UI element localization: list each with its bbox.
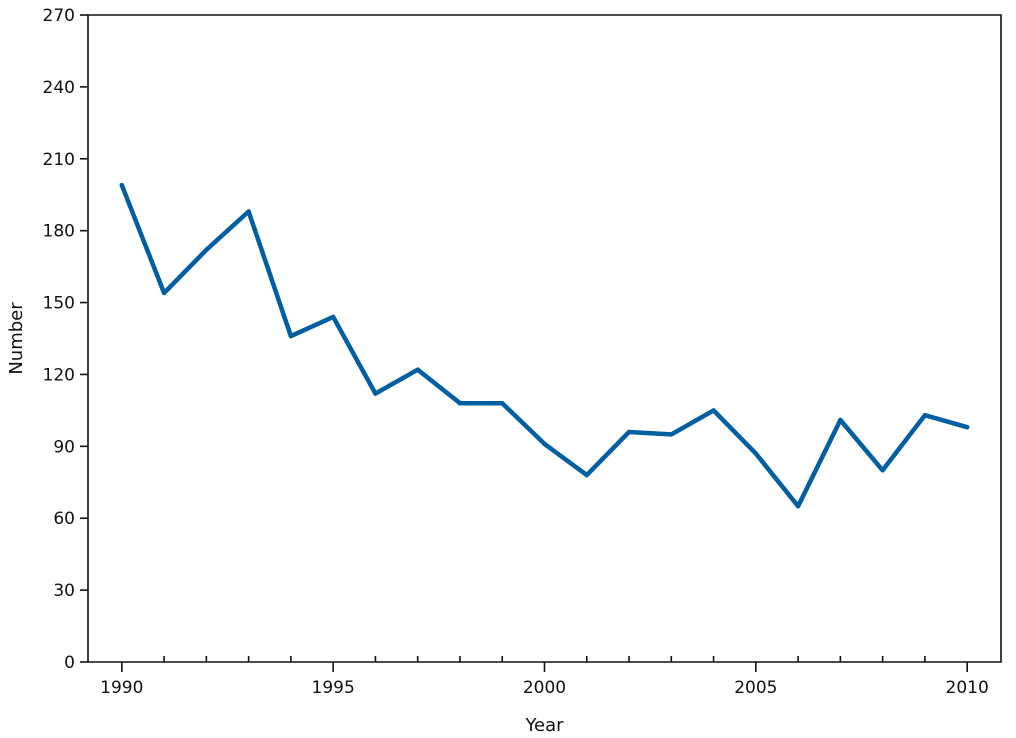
y-tick-label: 30 — [53, 581, 75, 601]
data-point — [457, 401, 463, 406]
y-tick-label: 150 — [43, 294, 75, 314]
data-point — [753, 451, 759, 456]
x-tick-label: 1990 — [100, 678, 143, 698]
x-tick-label: 2005 — [734, 678, 777, 698]
series-layer — [119, 182, 970, 509]
data-point — [500, 401, 505, 406]
data-point — [288, 333, 294, 339]
x-tick-label: 1995 — [312, 678, 355, 698]
data-point — [246, 209, 251, 214]
data-point — [922, 412, 928, 418]
data-point — [795, 504, 801, 509]
data-point — [669, 432, 674, 437]
y-tick-label: 90 — [53, 437, 75, 457]
data-point — [584, 472, 589, 478]
series-line — [119, 182, 970, 509]
data-point — [880, 468, 885, 473]
y-tick-label: 180 — [43, 222, 75, 242]
plot-frame — [87, 14, 1002, 663]
data-point — [161, 290, 167, 296]
data-point — [838, 417, 843, 423]
x-tick-label: 2010 — [946, 678, 989, 698]
data-point — [373, 391, 378, 396]
data-point — [964, 424, 970, 430]
y-tick-label: 210 — [43, 150, 75, 170]
axes — [87, 14, 1002, 663]
x-axis: 1990 1995 2000 2005 2010 — [100, 656, 989, 698]
data-point — [330, 314, 336, 320]
data-point — [415, 367, 420, 372]
y-tick-label: 0 — [64, 653, 75, 673]
x-axis-title: Year — [524, 715, 564, 736]
y-tick-label: 240 — [43, 78, 75, 98]
data-point — [119, 182, 125, 188]
data-point — [204, 247, 209, 253]
y-tick-label: 60 — [53, 509, 75, 529]
data-point — [711, 408, 716, 413]
x-tick-label: 2000 — [523, 678, 566, 698]
y-axis: 0 30 60 90 120 150 180 210 240 270 — [43, 6, 88, 673]
data-point — [542, 441, 547, 447]
y-tick-label: 120 — [43, 365, 75, 385]
y-axis-title: Number — [6, 302, 27, 375]
data-point — [626, 429, 632, 435]
y-tick-label: 270 — [43, 6, 75, 26]
